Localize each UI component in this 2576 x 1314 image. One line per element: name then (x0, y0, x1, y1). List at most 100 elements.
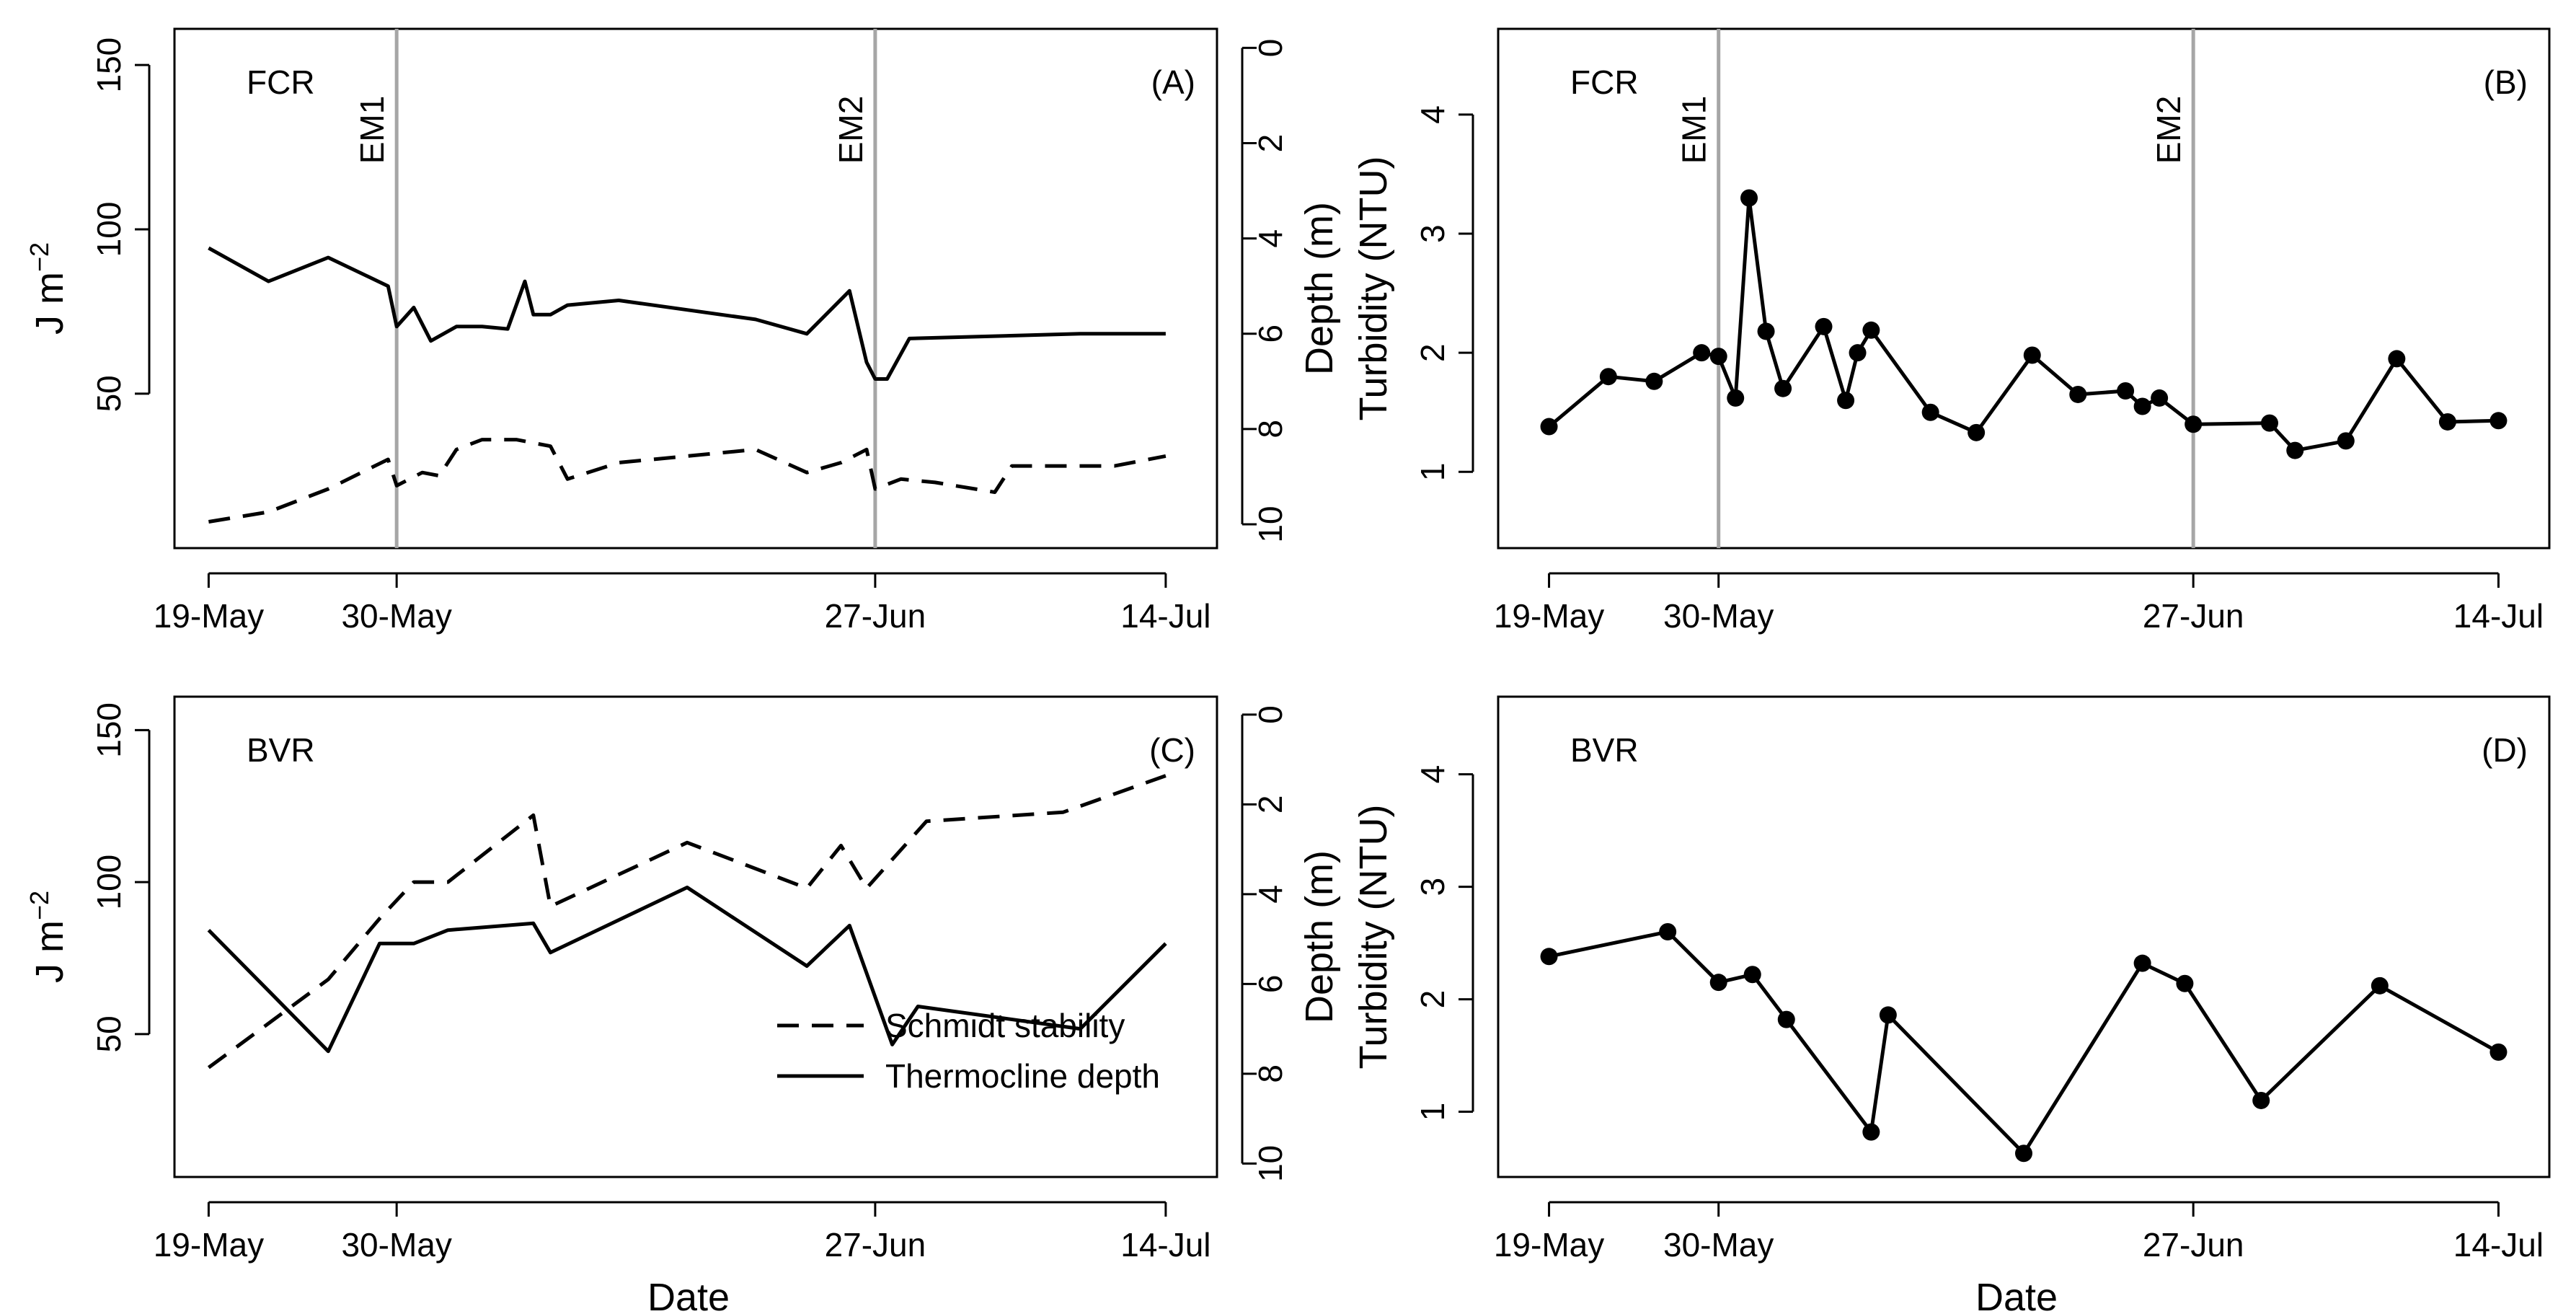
series-line-turbidity (1548, 930, 2500, 1155)
data-point (2438, 413, 2456, 431)
y-axis-left-title: J m−2 (25, 242, 71, 335)
data-point (1837, 392, 1855, 410)
plot-frame (173, 27, 1218, 550)
y-right-tick-label: 0 (1252, 39, 1289, 58)
y-axis-left-title: Turbidity (NTU) (1352, 156, 1395, 420)
y-left-tick-label: 1 (1414, 1103, 1451, 1121)
panel-label: (B) (2484, 63, 2528, 101)
plot-frame (173, 695, 1218, 1178)
series-line-thermocline-depth (207, 886, 1167, 1054)
y-left-tick-label: 3 (1414, 224, 1451, 243)
data-point (2069, 385, 2087, 403)
y-right-tick-label: 2 (1252, 134, 1289, 153)
series-line-thermocline-depth (208, 246, 1166, 381)
x-tick-label: 14-Jul (1120, 1226, 1210, 1264)
data-point (1849, 344, 1867, 362)
plot-frame (1497, 27, 2551, 550)
data-point (2176, 974, 2194, 992)
data-point (2151, 389, 2169, 407)
y-left-tick-label: 1 (1414, 463, 1451, 482)
y-right-tick-label: 10 (1252, 1145, 1289, 1182)
series-line-schmidt-stability (208, 438, 1167, 524)
panel-d: BVR (D) 19-May 30-May 27-Jun 14-Jul Date 1 2 3 4 Tu… (1352, 695, 2551, 1314)
data-point (1727, 389, 1745, 407)
data-point (1777, 1010, 1795, 1028)
data-point (2023, 346, 2041, 364)
y-axis-left-title: J m−2 (25, 891, 71, 983)
x-axis-title: Date (647, 1276, 730, 1314)
site-label: BVR (1570, 731, 1639, 769)
y-left-tick-label: 4 (1414, 105, 1451, 124)
data-point (2117, 382, 2135, 400)
data-point (2185, 415, 2203, 433)
y-axis-left-title-main: Turbidity (NTU) (1352, 804, 1395, 1069)
data-point (2286, 441, 2304, 459)
data-point (1862, 1123, 1880, 1141)
data-point (1921, 403, 1939, 421)
x-tick-label: 14-Jul (2453, 1226, 2544, 1264)
data-point (1862, 321, 1880, 339)
event-label-em1: EM1 (353, 96, 391, 164)
y-axis-left-title-main: Turbidity (NTU) (1352, 156, 1395, 420)
x-tick-label: 19-May (1494, 1226, 1604, 1264)
y-axis-left-title-main: J m (28, 272, 71, 335)
data-point (2252, 1091, 2270, 1109)
data-point (2489, 1043, 2508, 1061)
x-tick-label: 19-May (154, 597, 264, 635)
y-right-tick-label: 4 (1252, 229, 1289, 248)
series-line-schmidt-stability (207, 774, 1167, 1070)
y-left-tick-label: 150 (90, 38, 128, 93)
data-point (2388, 350, 2406, 368)
data-point (2337, 432, 2355, 450)
data-point (1757, 322, 1775, 340)
y-left-tick-label: 100 (90, 202, 128, 257)
panel-a: EM1 EM2 FCR (A) 19-May 30-May 27-Jun 14-Jul 50 10… (25, 27, 1341, 635)
x-tick-label: 27-Jun (825, 597, 926, 635)
y-left-tick-label: 50 (90, 375, 128, 412)
event-label-em2: EM2 (832, 96, 869, 164)
data-point (1709, 348, 1727, 366)
panel-b: EM1 EM2 FCR (B) 19-May 30-May 27-Jun 14-Jul 1 2 3 4… (1352, 27, 2551, 635)
y-right-tick-label: 6 (1252, 975, 1289, 994)
data-point (2260, 414, 2278, 432)
event-label-em2: EM2 (2150, 96, 2187, 164)
y-right-tick-label: 6 (1252, 325, 1289, 343)
y-axis-left-title-main: J m (28, 920, 71, 983)
data-point (2489, 412, 2508, 430)
y-right-tick-label: 8 (1252, 420, 1289, 438)
x-tick-label: 19-May (154, 1226, 264, 1264)
x-axis-title: Date (1975, 1276, 2058, 1314)
y-left-tick-label: 4 (1414, 765, 1451, 784)
site-label: FCR (247, 63, 315, 101)
data-point (1743, 966, 1761, 984)
legend-label-thermocline-depth: Thermocline depth (885, 1057, 1160, 1095)
site-label: FCR (1570, 63, 1639, 101)
data-point (1599, 368, 1617, 386)
y-right-tick-label: 2 (1252, 795, 1289, 814)
data-point (2133, 397, 2151, 415)
data-point (1659, 922, 1677, 940)
data-point (1645, 372, 1663, 390)
data-point (2371, 976, 2389, 995)
x-tick-label: 27-Jun (2143, 597, 2244, 635)
x-tick-label: 30-May (341, 597, 451, 635)
y-left-tick-label: 50 (90, 1015, 128, 1052)
y-right-tick-label: 0 (1252, 705, 1289, 724)
data-point (1540, 418, 1558, 436)
x-tick-label: 30-May (1663, 597, 1774, 635)
x-tick-label: 19-May (1494, 597, 1604, 635)
series-line-turbidity (1547, 196, 2499, 453)
data-point (2015, 1145, 2032, 1163)
y-left-tick-label: 3 (1414, 878, 1451, 896)
data-point (2133, 954, 2151, 972)
y-right-tick-label: 10 (1252, 506, 1289, 542)
y-right-tick-label: 4 (1252, 885, 1289, 904)
y-left-tick-label: 2 (1414, 990, 1451, 1009)
plot-frame (1497, 695, 2551, 1178)
event-label-em1: EM1 (1676, 96, 1713, 164)
data-point (1540, 948, 1558, 966)
panel-label: (C) (1149, 731, 1195, 769)
y-axis-right-title: Depth (m) (1298, 850, 1341, 1023)
legend-label-schmidt-stability: Schmidt stability (885, 1007, 1125, 1044)
